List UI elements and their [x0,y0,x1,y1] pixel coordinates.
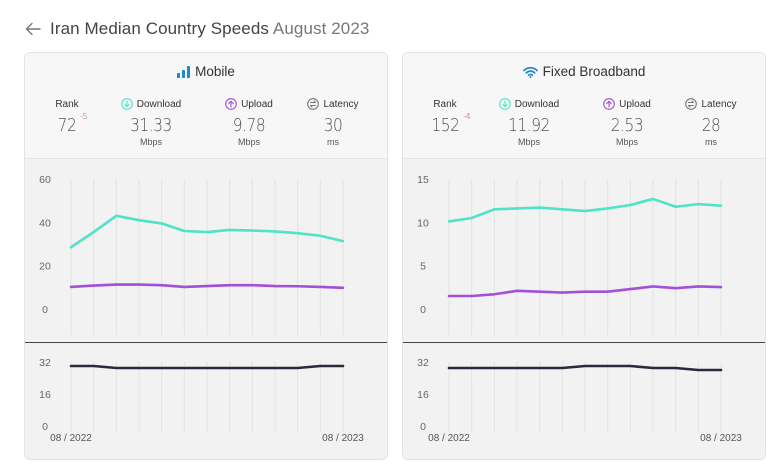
latency-label-wrap: Latency [293,97,373,111]
download-unit: Mbps [139,137,162,147]
y-tick-label: 0 [42,421,48,433]
fixed-speed-chart: 0 5 10 15 0 16 32 08 / 2022 08 / 2023 [417,174,742,444]
rank-change: -5 [80,112,87,121]
upload-label-wrap: Upload [587,97,667,111]
y-tick-label: 16 [417,389,429,401]
fixed-card-title: Fixed Broadband [403,64,765,79]
mobile-metrics: Rank 72 -5 Download 31.33 Mbps [25,97,387,157]
latency-icon [685,98,698,110]
mobile-summary: Mobile Rank 72 -5 Download 31.33 [25,53,387,159]
mobile-card-title-label: Mobile [195,64,235,79]
upload-label-wrap: Upload [209,97,289,111]
page-title: Iran Median Country Speeds August 2023 [50,19,369,39]
mobile-upload: Upload 9.78 Mbps [209,97,289,147]
x-tick-label: 08 / 2023 [322,433,364,444]
y-tick-label: 60 [39,174,51,186]
mobile-charts: 0 20 40 60 0 16 32 08 / 2022 08 / 2023 [25,159,387,459]
signal-bars-icon [177,65,191,78]
mobile-latency: Latency 30 ms [293,97,373,147]
mobile-rank: Rank 72 -5 [27,97,107,137]
latency-line [69,364,345,370]
latency-icon [307,98,320,110]
y-tick-label: 5 [420,261,426,273]
mobile-card-title: Mobile [25,64,387,79]
y-tick-label: 32 [417,357,429,369]
page-title-country: Iran Median Country Speeds [50,19,270,38]
upload-value: 2.53 [610,115,644,136]
x-tick-label: 08 / 2022 [50,433,92,444]
download-arrow-icon [498,98,511,110]
latency-line [447,364,723,372]
fixed-card: Fixed Broadband Rank 152 -4 Download 11 [402,52,766,460]
fixed-download: Download 11.92 Mbps [489,97,569,147]
latency-unit: ms [327,137,339,147]
upload-unit: Mbps [615,137,638,147]
upload-unit: Mbps [237,137,260,147]
download-label-wrap: Download [489,97,569,111]
y-tick-label: 40 [39,217,51,229]
y-tick-label: 16 [39,389,51,401]
x-tick-label: 08 / 2022 [428,433,470,444]
y-tick-label: 20 [39,261,51,273]
download-line [69,214,345,249]
rank-value-wrap: 72 -5 [57,112,88,136]
upload-value: 9.78 [232,115,266,136]
rank-value-wrap: 152 -4 [431,112,470,136]
upload-line [447,285,723,298]
rank-change: -4 [462,112,470,121]
latency-label: Latency [701,98,737,110]
fixed-rank: Rank 152 -4 [405,97,485,137]
y-tick-label: 0 [42,304,48,316]
fixed-card-title-label: Fixed Broadband [542,64,646,79]
download-value: 11.92 [508,115,550,136]
download-line [447,197,723,223]
chart-divider [25,342,387,343]
fixed-metrics: Rank 152 -4 Download 11.92 Mbps [403,97,765,157]
upload-line [69,283,345,290]
fixed-summary: Fixed Broadband Rank 152 -4 Download 11 [403,53,765,159]
mobile-speed-chart: 0 20 40 60 0 16 32 08 / 2022 08 / 2023 [39,174,364,444]
arrow-left-icon[interactable] [24,20,42,38]
rank-value: 72 [57,115,77,136]
rank-label: Rank [433,98,457,110]
latency-value: 28 [701,115,721,136]
wifi-icon [522,66,538,78]
mobile-download: Download 31.33 Mbps [111,97,191,147]
upload-label: Upload [241,98,273,110]
download-value: 31.33 [130,115,172,136]
upload-arrow-icon [225,98,237,110]
latency-label: Latency [323,98,359,110]
latency-label-wrap: Latency [671,97,751,111]
upload-label: Upload [619,98,651,110]
rank-value: 152 [431,115,459,136]
fixed-charts: 0 5 10 15 0 16 32 08 / 2022 08 / 2023 [403,159,765,459]
y-tick-label: 0 [420,421,426,433]
latency-value: 30 [323,115,343,136]
latency-unit: ms [705,137,717,147]
y-tick-label: 32 [39,357,51,369]
download-label-wrap: Download [111,97,191,111]
download-unit: Mbps [517,137,540,147]
y-tick-label: 0 [420,304,426,316]
fixed-upload: Upload 2.53 Mbps [587,97,667,147]
upload-arrow-icon [603,98,615,110]
page-header: Iran Median Country Speeds August 2023 [24,16,369,42]
download-arrow-icon [120,98,133,110]
page-title-date: August 2023 [272,19,370,38]
download-label: Download [136,98,182,110]
mobile-card: Mobile Rank 72 -5 Download 31.33 [24,52,388,460]
download-label: Download [514,98,560,110]
y-tick-label: 15 [417,174,429,186]
x-tick-label: 08 / 2023 [700,433,742,444]
y-tick-label: 10 [417,217,429,229]
rank-label: Rank [55,98,79,110]
fixed-latency: Latency 28 ms [671,97,751,147]
chart-divider [403,342,765,343]
